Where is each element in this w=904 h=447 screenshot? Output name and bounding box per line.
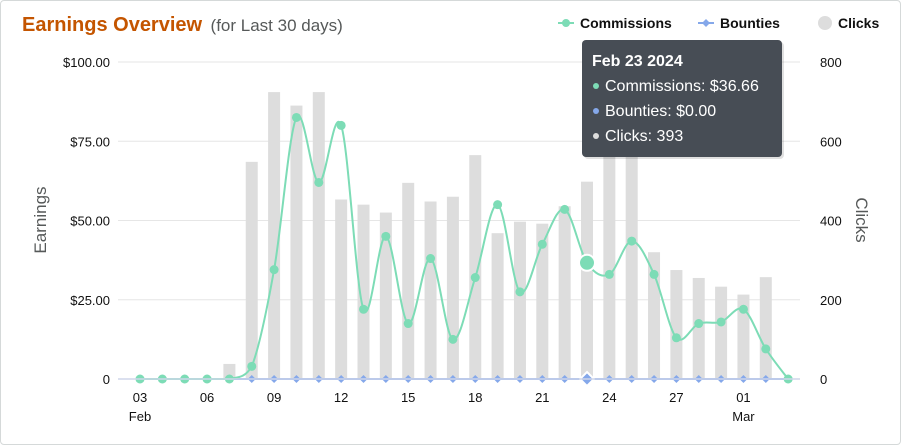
- commissions-point: [560, 204, 570, 214]
- tooltip-line: Clicks: 393: [605, 128, 683, 145]
- y-left-tick-label: $50.00: [70, 214, 110, 229]
- y-right-tick-label: 400: [820, 214, 842, 229]
- commissions-point: [336, 120, 346, 130]
- x-tick-label: 21: [535, 390, 549, 405]
- tooltip-series-dot: [593, 133, 599, 139]
- commissions-point-highlight: [578, 253, 596, 272]
- commissions-point: [426, 254, 436, 264]
- commissions-point: [493, 200, 503, 210]
- x-tick-sublabel: Mar: [732, 409, 755, 424]
- commissions-point: [694, 319, 704, 329]
- x-tick-label: 27: [669, 390, 683, 405]
- chart-title: Earnings Overview: [22, 14, 203, 36]
- clicks-bar: [402, 182, 415, 379]
- commissions-point: [515, 287, 525, 297]
- chart-header: Earnings Overview (for Last 30 days): [22, 14, 343, 37]
- clicks-bar: [469, 155, 482, 379]
- y-right-tick-label: 200: [820, 293, 842, 308]
- commissions-point: [359, 304, 368, 314]
- x-tick-label: 18: [468, 390, 482, 405]
- x-tick-label: 01: [736, 390, 750, 405]
- x-tick-sublabel: Feb: [129, 409, 151, 424]
- clicks-bar: [603, 153, 616, 379]
- x-tick-label: 12: [334, 390, 348, 405]
- clicks-bar: [446, 196, 459, 379]
- clicks-bar: [692, 277, 705, 379]
- circle-marker-icon: [562, 19, 570, 27]
- commissions-point: [403, 319, 413, 329]
- clicks-bar: [424, 201, 437, 379]
- tooltip-title: Feb 23 2024: [592, 53, 683, 70]
- commissions-point: [247, 361, 257, 371]
- commissions-point: [627, 236, 637, 246]
- clicks-bar: [491, 233, 504, 379]
- commissions-point: [314, 177, 324, 187]
- tooltip-series-dot: [593, 108, 599, 114]
- y-left-tick-label: $100.00: [63, 55, 110, 70]
- y-right-axis-title: Clicks: [852, 197, 871, 242]
- chart-subtitle: (for Last 30 days): [210, 16, 343, 35]
- clicks-legend-icon: [818, 16, 832, 30]
- commissions-point: [448, 334, 458, 344]
- tooltip-series-dot: [593, 83, 599, 89]
- clicks-bar: [536, 223, 549, 379]
- legend: Commissions Bounties Clicks: [558, 15, 879, 31]
- y-left-axis-title: Earnings: [31, 186, 50, 253]
- commissions-point: [291, 112, 301, 122]
- legend-label: Clicks: [838, 15, 879, 31]
- x-tick-label: 03: [133, 390, 147, 405]
- x-tick-label: 15: [401, 390, 415, 405]
- clicks-bar: [513, 221, 526, 379]
- clicks-bar: [670, 270, 683, 379]
- x-tick-label: 09: [267, 390, 281, 405]
- commissions-point: [761, 344, 771, 354]
- tooltip-box: [582, 40, 782, 157]
- clicks-bar: [268, 92, 281, 380]
- y-right-tick-label: 600: [820, 134, 842, 149]
- clicks-bar: [625, 119, 638, 379]
- clicks-bar: [379, 212, 392, 379]
- legend-item-bounties: Bounties: [698, 15, 780, 31]
- commissions-point: [649, 269, 659, 279]
- clicks-bar: [581, 181, 593, 379]
- commissions-point: [381, 231, 391, 241]
- commissions-point: [738, 304, 748, 314]
- clicks-bar: [715, 286, 728, 379]
- y-right-tick-label: 0: [820, 372, 827, 387]
- clicks-bar: [312, 92, 325, 380]
- x-tick-label: 24: [602, 390, 616, 405]
- legend-label: Commissions: [580, 15, 672, 31]
- commissions-line: [139, 114, 789, 381]
- commissions-point: [671, 333, 681, 343]
- commissions-point: [537, 239, 547, 249]
- legend-item-commissions: Commissions: [558, 15, 672, 31]
- tooltip: Feb 23 2024 Commissions: $36.66 Bounties: …: [582, 40, 784, 159]
- y-left-tick-label: 0: [103, 372, 110, 387]
- clicks-bar: [290, 105, 303, 380]
- x-tick-label: 06: [200, 390, 214, 405]
- clicks-bar: [357, 204, 370, 379]
- clicks-bar: [558, 206, 571, 379]
- clicks-bar: [737, 294, 750, 379]
- y-right-tick-label: 800: [820, 55, 842, 70]
- legend-label: Bounties: [720, 15, 780, 31]
- clicks-bar: [223, 363, 236, 379]
- commissions-point: [604, 269, 614, 279]
- tooltip-line: Commissions: $36.66: [605, 78, 759, 95]
- y-left-tick-label: $25.00: [70, 293, 110, 308]
- clicks-bar: [759, 277, 772, 379]
- legend-item-clicks: Clicks: [818, 15, 879, 31]
- clicks-bars: [223, 92, 772, 380]
- axes: 0 0 $25.00 200 $50.00 400 $75.00 600 $100.00 800 E…: [31, 55, 871, 424]
- commissions-point: [470, 273, 480, 283]
- diamond-marker-icon: [702, 19, 710, 27]
- clicks-bar: [245, 161, 258, 379]
- y-left-tick-label: $75.00: [70, 134, 110, 149]
- clicks-bar: [335, 199, 348, 379]
- tooltip-line: Bounties: $0.00: [605, 103, 716, 120]
- commissions-point: [716, 317, 726, 327]
- commissions-point: [269, 265, 279, 275]
